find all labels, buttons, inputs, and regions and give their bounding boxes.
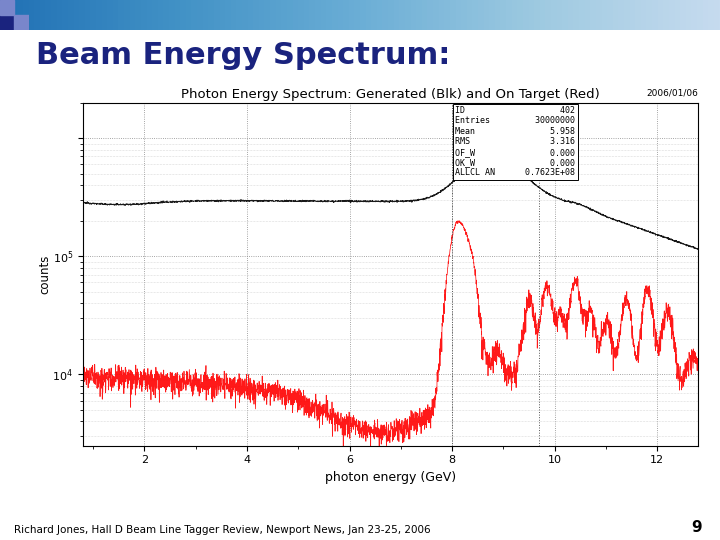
Bar bbox=[0, 0, 14, 15]
Text: Beam Energy Spectrum:: Beam Energy Spectrum: bbox=[36, 41, 451, 70]
Text: 9: 9 bbox=[691, 519, 702, 535]
Text: Richard Jones, Hall D Beam Line Tagger Review, Newport News, Jan 23-25, 2006: Richard Jones, Hall D Beam Line Tagger R… bbox=[14, 524, 431, 535]
Text: 2006/01/06: 2006/01/06 bbox=[647, 89, 698, 97]
Bar bbox=[0, 15, 14, 30]
Title: Photon Energy Spectrum: Generated (Blk) and On Target (Red): Photon Energy Spectrum: Generated (Blk) … bbox=[181, 89, 600, 102]
Bar bbox=[14, 15, 29, 30]
X-axis label: photon energy (GeV): photon energy (GeV) bbox=[325, 471, 456, 484]
Text: ID                   402
Entries         30000000
Mean               5.958
RMS  : ID 402 Entries 30000000 Mean 5.958 RMS bbox=[455, 106, 575, 178]
Y-axis label: counts: counts bbox=[38, 254, 51, 294]
